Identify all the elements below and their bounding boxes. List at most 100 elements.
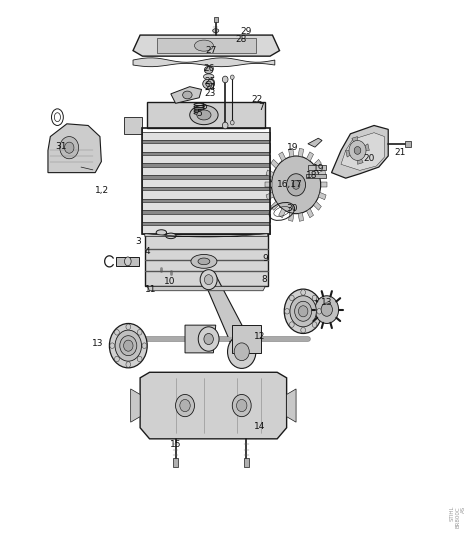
Circle shape bbox=[234, 343, 249, 361]
Polygon shape bbox=[65, 135, 78, 150]
Circle shape bbox=[301, 290, 306, 295]
Polygon shape bbox=[319, 192, 326, 200]
Text: 30: 30 bbox=[287, 204, 298, 213]
Text: 7: 7 bbox=[258, 103, 264, 112]
Circle shape bbox=[349, 141, 366, 161]
Circle shape bbox=[204, 334, 213, 345]
Circle shape bbox=[292, 180, 300, 189]
Circle shape bbox=[222, 76, 228, 83]
Ellipse shape bbox=[191, 255, 217, 269]
Bar bbox=[244, 458, 249, 466]
Bar bbox=[173, 458, 178, 466]
Circle shape bbox=[120, 336, 137, 356]
Polygon shape bbox=[331, 126, 388, 178]
Polygon shape bbox=[298, 148, 303, 157]
Circle shape bbox=[312, 295, 317, 301]
Polygon shape bbox=[313, 201, 321, 210]
Circle shape bbox=[301, 327, 306, 333]
Ellipse shape bbox=[64, 142, 74, 153]
Polygon shape bbox=[201, 275, 254, 359]
Bar bbox=[143, 225, 270, 234]
Circle shape bbox=[228, 335, 256, 369]
Ellipse shape bbox=[197, 110, 211, 120]
Text: 8: 8 bbox=[262, 275, 267, 284]
Ellipse shape bbox=[182, 91, 192, 99]
Circle shape bbox=[115, 356, 119, 362]
Text: 13: 13 bbox=[92, 339, 103, 348]
Bar bbox=[143, 155, 270, 163]
Text: STIHL
BR800C
AS: STIHL BR800C AS bbox=[450, 506, 466, 528]
Circle shape bbox=[137, 356, 142, 362]
Text: 11: 11 bbox=[145, 285, 157, 294]
Bar bbox=[143, 198, 270, 202]
Polygon shape bbox=[140, 373, 287, 439]
Text: 14: 14 bbox=[254, 422, 265, 431]
Circle shape bbox=[126, 324, 131, 330]
Ellipse shape bbox=[156, 230, 166, 235]
Circle shape bbox=[315, 296, 338, 324]
Text: 25: 25 bbox=[204, 77, 216, 86]
Circle shape bbox=[200, 270, 217, 290]
Polygon shape bbox=[346, 151, 357, 157]
Polygon shape bbox=[266, 170, 273, 177]
Circle shape bbox=[124, 340, 133, 351]
Polygon shape bbox=[307, 208, 313, 218]
Polygon shape bbox=[308, 138, 322, 147]
Bar bbox=[143, 152, 270, 155]
Ellipse shape bbox=[190, 105, 218, 125]
Polygon shape bbox=[341, 133, 384, 170]
Text: 23: 23 bbox=[204, 89, 216, 98]
Ellipse shape bbox=[206, 81, 211, 87]
Bar bbox=[143, 167, 270, 175]
Bar bbox=[143, 132, 270, 140]
Text: 22: 22 bbox=[252, 95, 263, 104]
Bar bbox=[214, 17, 218, 22]
Text: 29: 29 bbox=[241, 27, 252, 36]
Circle shape bbox=[285, 309, 290, 314]
Circle shape bbox=[284, 289, 322, 334]
Text: 19: 19 bbox=[312, 163, 324, 173]
Polygon shape bbox=[232, 325, 261, 353]
Circle shape bbox=[290, 322, 294, 327]
Ellipse shape bbox=[125, 257, 131, 266]
Text: 15: 15 bbox=[170, 440, 182, 449]
Polygon shape bbox=[289, 148, 294, 157]
Polygon shape bbox=[147, 286, 265, 291]
Polygon shape bbox=[48, 124, 101, 172]
Polygon shape bbox=[279, 152, 286, 161]
Circle shape bbox=[126, 362, 131, 368]
Polygon shape bbox=[319, 170, 326, 177]
Text: 4: 4 bbox=[145, 247, 150, 256]
Text: 26: 26 bbox=[203, 64, 214, 73]
Text: 9: 9 bbox=[263, 254, 268, 263]
Bar bbox=[143, 140, 270, 143]
Ellipse shape bbox=[194, 40, 213, 51]
Text: 16,17: 16,17 bbox=[277, 180, 303, 190]
Polygon shape bbox=[298, 213, 303, 221]
Bar bbox=[143, 163, 270, 167]
Polygon shape bbox=[156, 38, 256, 53]
Polygon shape bbox=[320, 182, 327, 187]
Polygon shape bbox=[313, 160, 321, 168]
Ellipse shape bbox=[198, 258, 210, 265]
Polygon shape bbox=[171, 87, 201, 103]
Ellipse shape bbox=[203, 79, 215, 89]
Text: 6: 6 bbox=[201, 102, 207, 111]
Circle shape bbox=[230, 121, 234, 125]
Polygon shape bbox=[145, 234, 268, 237]
Polygon shape bbox=[352, 137, 357, 151]
Polygon shape bbox=[271, 160, 279, 168]
Text: 12: 12 bbox=[254, 332, 265, 341]
Text: 10: 10 bbox=[164, 277, 176, 286]
Ellipse shape bbox=[165, 233, 176, 239]
Polygon shape bbox=[357, 151, 363, 165]
Bar bbox=[143, 143, 270, 152]
Circle shape bbox=[287, 173, 306, 196]
Polygon shape bbox=[185, 325, 216, 353]
Polygon shape bbox=[357, 144, 369, 151]
Circle shape bbox=[115, 330, 142, 361]
Polygon shape bbox=[271, 201, 279, 210]
Ellipse shape bbox=[237, 399, 247, 411]
Text: 20: 20 bbox=[364, 154, 375, 163]
Bar bbox=[143, 178, 270, 187]
